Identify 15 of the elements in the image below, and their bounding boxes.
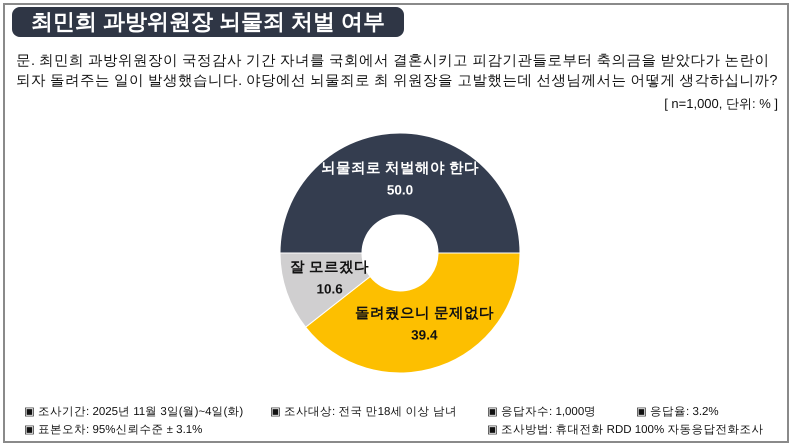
data-label: 10.6 <box>316 281 344 296</box>
text: ▣ 응답율: 3.2% <box>636 405 719 419</box>
text: ▣ 표본오차: 95%신뢰수준 ± 3.1% <box>24 423 202 437</box>
text: ▣ 조사대상: 전국 만18세 이상 남녀 <box>270 405 457 419</box>
data-label: 50.0 <box>386 182 414 198</box>
text: [ n=1,000, 단위: % ] <box>664 95 778 113</box>
slice-label: 뇌물죄로 처벌해야 한다 <box>320 160 480 177</box>
chart-title: 최민희 과방위원장 뇌물죄 처벌 여부 <box>12 7 404 37</box>
slice-label: 돌려줬으니 문제없다 <box>354 305 494 322</box>
text: ▣ 조사방법: 휴대전화 RDD 100% 자동응답전화조사 <box>487 423 764 437</box>
data-label: 39.4 <box>411 327 438 342</box>
text: ▣ 조사기간: 2025년 11월 3일(월)~4일(화) <box>24 405 244 419</box>
text: ▣ 응답자수: 1,000명 <box>487 405 596 419</box>
chart-subtitle: 문. 최민희 과방위원장이 국정감사 기간 자녀를 국회에서 결혼시키고 피감기관들로부터 축의금을 받았다가 논란이 되자 돌려주는 일이 발생했습니다. 야당에선 뇌물죄로 최 위원장을 고발했는데 선생님께서는 어떻게 생각하십니까? <box>16 52 778 91</box>
slice-label: 잘 모르겠다 <box>290 259 370 276</box>
